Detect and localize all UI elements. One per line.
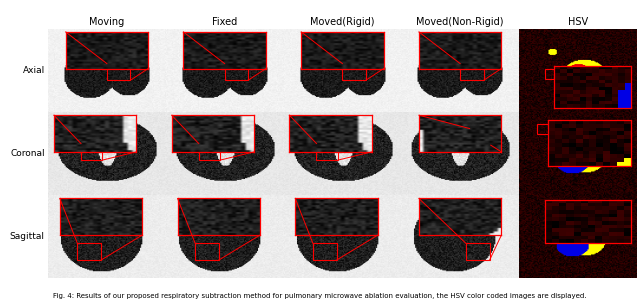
Bar (466, 244, 490, 260)
Bar (317, 144, 338, 160)
Text: HSV: HSV (568, 17, 588, 27)
Text: Fig. 4: Results of our proposed respiratory subtraction method for pulmonary mic: Fig. 4: Results of our proposed respirat… (53, 293, 587, 299)
Bar (572, 213, 586, 223)
Bar (81, 144, 102, 160)
Bar (225, 64, 248, 80)
Text: Sagittal: Sagittal (10, 232, 45, 241)
Text: Fixed: Fixed (212, 17, 237, 27)
Text: Axial: Axial (22, 66, 45, 75)
Text: Moving: Moving (89, 17, 125, 27)
Text: Moved(Rigid): Moved(Rigid) (310, 17, 374, 27)
Bar (460, 64, 484, 80)
Bar (470, 129, 491, 145)
Bar (545, 69, 559, 79)
Text: Moved(Non-Rigid): Moved(Non-Rigid) (417, 17, 504, 27)
Bar (199, 144, 220, 160)
Bar (537, 124, 551, 134)
Bar (107, 64, 131, 80)
Bar (313, 244, 337, 260)
Text: Coronal: Coronal (10, 149, 45, 158)
Bar (195, 244, 219, 260)
Bar (77, 244, 101, 260)
Bar (342, 64, 366, 80)
